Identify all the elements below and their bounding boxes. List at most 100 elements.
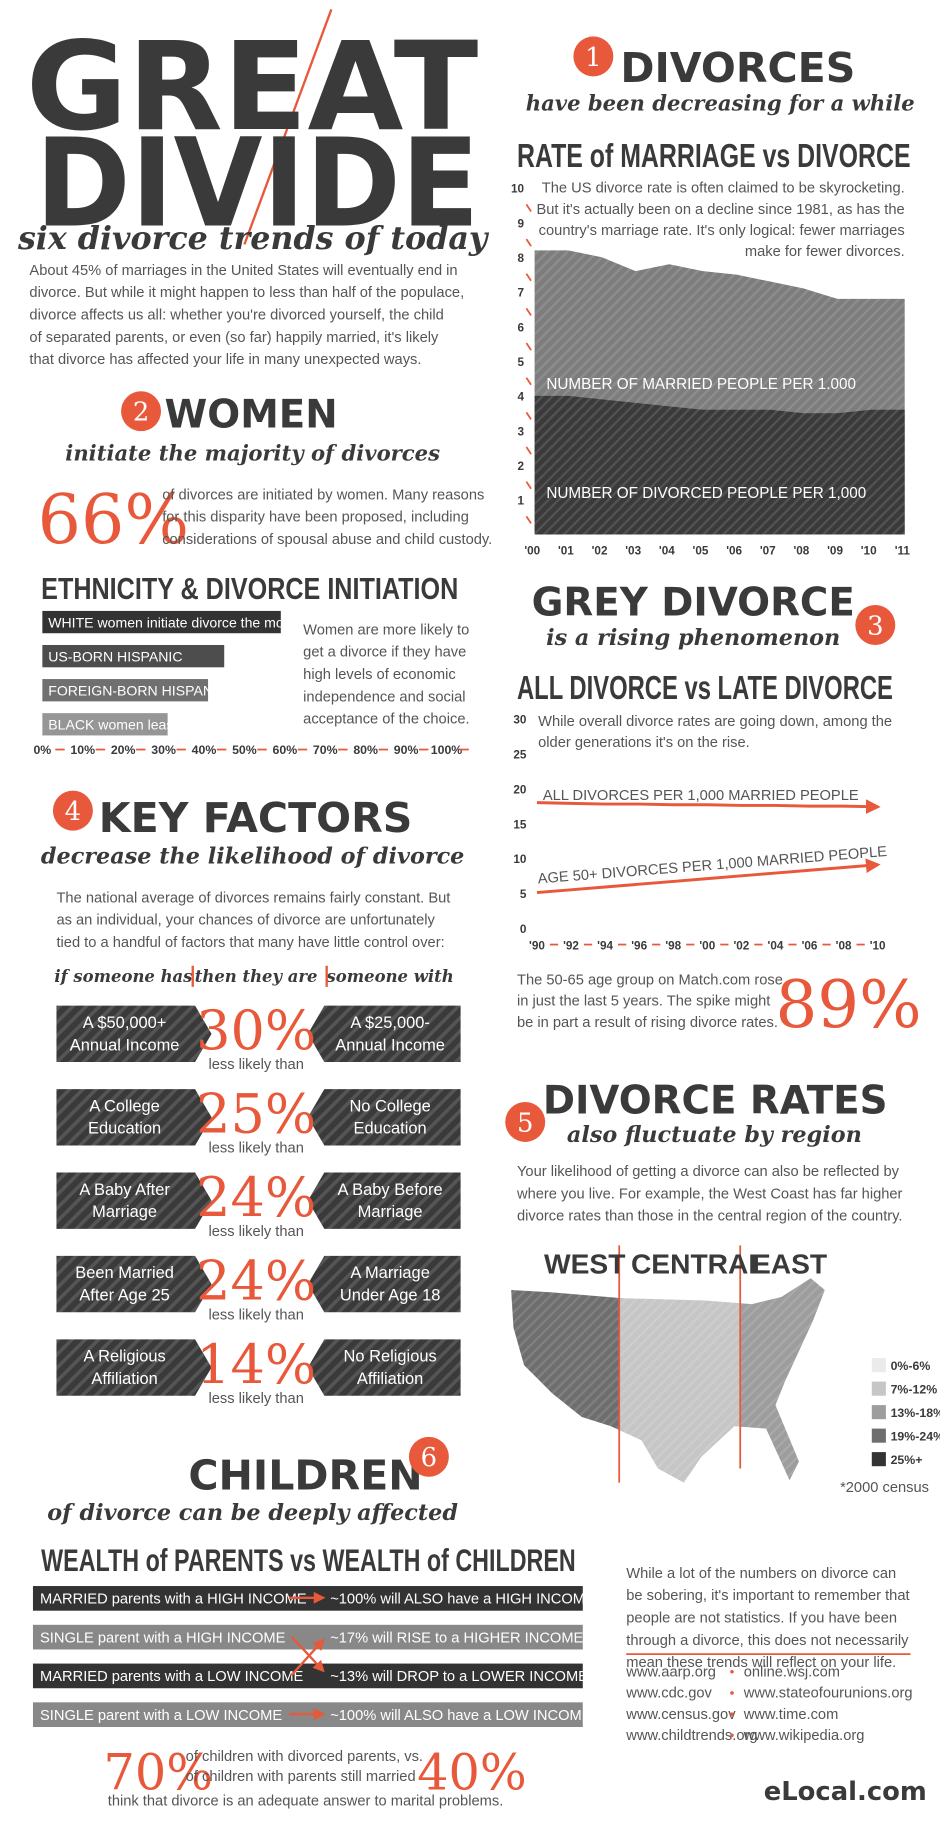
map-label: WEST [544,1248,625,1280]
source: www.census.gov [625,1707,736,1723]
intro-text: About 45% of marriages in the United Sta… [29,263,457,279]
x-tick-label: '05 [693,545,709,558]
factor-stat: 25% [196,1083,316,1146]
section-subtitle: of divorce can be deeply affected [47,1500,458,1526]
legend-label: 19%-24% [891,1429,940,1443]
legend-label: 0%-6% [891,1359,931,1373]
tick-mark [525,238,532,247]
source-dot [730,1670,734,1674]
section-subtitle: also fluctuate by region [567,1122,862,1148]
x-tick-label: '07 [760,545,776,558]
number-badge [121,391,162,432]
table-row [32,1663,583,1689]
source: www.time.com [743,1707,839,1723]
section-subtitle: is a rising phenomenon [546,625,840,651]
x-tick-label: 70% [313,743,338,757]
x-tick-label: 60% [273,743,298,757]
section-number: 4 [65,797,81,827]
chart-note: The US divorce rate is often claimed to … [542,181,905,197]
x-tick-label: 100% [431,743,463,757]
x-tick-label: '06 [726,545,742,558]
stat: 66% [38,481,189,560]
legend-swatch [871,1428,886,1443]
number-badge [52,790,93,831]
factor-right: No Religious [344,1348,437,1366]
y-tick-label: 7 [518,287,525,300]
region-text: Your likelihood of getting a divorce can… [517,1164,900,1180]
factors-text: tied to a handful of factors that many h… [56,935,444,951]
section-title: WOMEN [165,393,338,438]
x-tick-label: '08 [836,939,852,952]
tick-mark [525,273,532,282]
y-tick-label: 30 [513,714,527,727]
x-tick-label: '92 [563,939,579,952]
factor-left: A Baby After [79,1181,170,1199]
footer-text: mean these trends will reflect on your l… [626,1655,896,1671]
factor-right: Marriage [358,1203,423,1221]
chart-note: get a divorce if they have [303,645,466,661]
row-arrow [290,1638,325,1677]
row-parents: MARRIED parents with a HIGH INCOME [40,1592,307,1608]
row-children: ~100% will ALSO have a HIGH INCOME [330,1592,595,1608]
section-title: GREY DIVORCE [532,581,855,626]
x-tick-label: 90% [394,743,419,757]
tick-mark [525,203,532,212]
factor-left: Marriage [92,1203,157,1221]
region-text: where you live. For example, the West Co… [516,1186,903,1202]
stat: 40% [417,1743,527,1801]
factor-left: Been Married [75,1264,174,1282]
x-tick-label: '00 [524,545,540,558]
chart-note: Women are more likely to [303,622,469,638]
factor-box [56,1255,212,1313]
bar-label: US-BORN HISPANIC [48,648,182,664]
factor-left: After Age 25 [79,1287,169,1305]
factor-box [56,1089,212,1146]
title: DIVIDE [35,113,479,255]
table-row [32,1624,583,1650]
factors-text: The national average of divorces remains… [56,890,450,906]
bar-label: FOREIGN-BORN HISPANIC [48,683,227,699]
x-tick-label: 40% [192,743,217,757]
factor-left: Annual Income [70,1036,180,1054]
map-label: EAST [752,1248,827,1280]
factor-box [56,1172,212,1229]
column-head: if someone has [54,967,192,986]
stat-text: of children with parents still married [186,1769,416,1785]
bar [42,713,168,736]
x-tick-label: '06 [802,939,818,952]
stat-text: considerations of spousal abuse and chil… [162,532,492,548]
source-dot [730,1691,734,1695]
source: online.wsj.com [744,1664,840,1680]
row-children: ~17% will RISE to a HIGHER INCOME [330,1630,583,1646]
legend-label: 7%-12% [891,1382,938,1396]
chart-note: While overall divorce rates are going do… [538,714,892,730]
chart-note: But it's actually been on a decline sinc… [536,202,904,218]
x-tick-label: 80% [353,743,378,757]
x-tick-label: 10% [70,743,95,757]
factor-left: A College [89,1097,159,1115]
source: www.stateofourunions.org [743,1686,913,1702]
stat-text: of children with divorced parents, vs. [186,1749,423,1765]
y-tick-label: 5 [520,888,527,901]
series-label: ALL DIVORCES PER 1,000 MARRIED PEOPLE [543,788,859,804]
y-tick-label: 10 [513,853,527,866]
y-tick-label: 0 [520,923,527,936]
bar [42,610,281,634]
source-dot [730,1733,734,1737]
y-tick-label: 8 [518,252,525,265]
x-tick-label: '00 [699,939,715,952]
section-number: 3 [867,611,883,641]
row-parents: SINGLE parent with a HIGH INCOME [40,1630,286,1646]
chart-title: RATE of MARRIAGE vs DIVORCE [517,137,911,174]
factor-left: Affiliation [91,1370,157,1388]
intro-text: of separated parents, or even (so far) h… [29,330,439,346]
tick-mark [525,377,532,386]
x-tick-label: '98 [665,939,681,952]
footnote: *2000 census [840,1480,929,1496]
factors-text: as an individual, your chances of divorc… [56,913,435,929]
section-subtitle: decrease the likelihood of divorce [41,844,464,870]
x-tick-label: '90 [529,939,545,952]
tick-mark [525,515,532,524]
stat-text: be in part a result of rising divorce ra… [517,1015,778,1031]
factor-right: Annual Income [335,1036,445,1054]
